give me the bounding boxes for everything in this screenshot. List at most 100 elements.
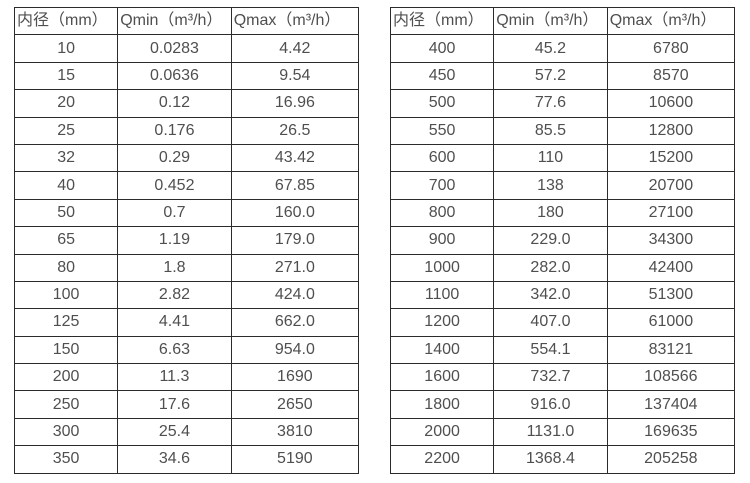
table-cell: 342.0 bbox=[493, 280, 608, 310]
table-cell: 6780 bbox=[606, 34, 736, 63]
table-cell: 34300 bbox=[606, 226, 736, 255]
table-cell: 108566 bbox=[606, 363, 736, 392]
table-cell: 916.0 bbox=[493, 390, 608, 419]
table-cell: 450 bbox=[389, 61, 495, 91]
table-cell: 100 bbox=[13, 280, 119, 310]
table-cell: 10 bbox=[13, 34, 119, 63]
table-cell: 180 bbox=[493, 198, 608, 228]
table-cell: 271.0 bbox=[230, 253, 360, 282]
table-row: 450 57.2 8570 bbox=[389, 61, 736, 91]
table-cell: 554.1 bbox=[493, 335, 608, 365]
table-cell: 205258 bbox=[606, 445, 736, 474]
table-cell: 25.4 bbox=[117, 417, 232, 447]
table-cell: 0.452 bbox=[117, 171, 232, 200]
table-cell: 0.12 bbox=[117, 89, 232, 118]
table-row: 32 0.29 43.42 bbox=[13, 143, 360, 173]
table-cell: 6.63 bbox=[117, 335, 232, 365]
table-cell: 179.0 bbox=[230, 226, 360, 255]
table-row: 400 45.2 6780 bbox=[389, 34, 736, 63]
table-cell: 1.19 bbox=[117, 226, 232, 255]
table-cell: 67.85 bbox=[230, 171, 360, 200]
table-cell: 11.3 bbox=[117, 363, 232, 392]
table-cell: 0.0636 bbox=[117, 61, 232, 91]
table-cell: 125 bbox=[13, 308, 119, 337]
table-row: 700 138 20700 bbox=[389, 171, 736, 200]
table-cell: 51300 bbox=[606, 280, 736, 310]
table-cell: 600 bbox=[389, 143, 495, 173]
table-cell: 15200 bbox=[606, 143, 736, 173]
table-cell: 57.2 bbox=[493, 61, 608, 91]
table-cell: 1690 bbox=[230, 363, 360, 392]
table-cell: 732.7 bbox=[493, 363, 608, 392]
table-cell: 2000 bbox=[389, 417, 495, 447]
table-cell: 17.6 bbox=[117, 390, 232, 419]
table-cell: 2650 bbox=[230, 390, 360, 419]
table-cell: 1.8 bbox=[117, 253, 232, 282]
table-row: 1200 407.0 61000 bbox=[389, 308, 736, 337]
table-cell: 26.5 bbox=[230, 116, 360, 145]
table-cell: 83121 bbox=[606, 335, 736, 365]
table-row: 900 229.0 34300 bbox=[389, 226, 736, 255]
table-cell: 407.0 bbox=[493, 308, 608, 337]
table-row: 550 85.5 12800 bbox=[389, 116, 736, 145]
tables-wrap: 内径（mm） Qmin（m³/h） Qmax（m³/h） 10 0.0283 4.4… bbox=[13, 6, 736, 474]
table-row: 200 11.3 1690 bbox=[13, 363, 360, 392]
table-cell: 550 bbox=[389, 116, 495, 145]
header-row: 内径（mm） Qmin（m³/h） Qmax（m³/h） bbox=[13, 6, 360, 36]
header-cell-qmin: Qmin（m³/h） bbox=[493, 6, 608, 36]
table-row: 80 1.8 271.0 bbox=[13, 253, 360, 282]
spec-table-right: 内径（mm） Qmin（m³/h） Qmax（m³/h） 400 45.2 6780… bbox=[389, 6, 736, 474]
table-cell: 34.6 bbox=[117, 445, 232, 474]
table-cell: 150 bbox=[13, 335, 119, 365]
table-row: 2200 1368.4 205258 bbox=[389, 445, 736, 474]
table-cell: 138 bbox=[493, 171, 608, 200]
table-cell: 2.82 bbox=[117, 280, 232, 310]
table-cell: 700 bbox=[389, 171, 495, 200]
table-cell: 43.42 bbox=[230, 143, 360, 173]
table-row: 40 0.452 67.85 bbox=[13, 171, 360, 200]
table-row: 600 110 15200 bbox=[389, 143, 736, 173]
table-cell: 61000 bbox=[606, 308, 736, 337]
table-cell: 1600 bbox=[389, 363, 495, 392]
table-cell: 0.0283 bbox=[117, 34, 232, 63]
table-cell: 1000 bbox=[389, 253, 495, 282]
table-row: 800 180 27100 bbox=[389, 198, 736, 228]
table-cell: 200 bbox=[13, 363, 119, 392]
table-cell: 50 bbox=[13, 198, 119, 228]
table-row: 2000 1131.0 169635 bbox=[389, 417, 736, 447]
table-row: 300 25.4 3810 bbox=[13, 417, 360, 447]
table-cell: 1800 bbox=[389, 390, 495, 419]
table-cell: 65 bbox=[13, 226, 119, 255]
spec-table-left: 内径（mm） Qmin（m³/h） Qmax（m³/h） 10 0.0283 4.4… bbox=[13, 6, 360, 474]
table-cell: 110 bbox=[493, 143, 608, 173]
table-cell: 0.7 bbox=[117, 198, 232, 228]
table-row: 1800 916.0 137404 bbox=[389, 390, 736, 419]
table-row: 1600 732.7 108566 bbox=[389, 363, 736, 392]
table-cell: 350 bbox=[13, 445, 119, 474]
table-cell: 20700 bbox=[606, 171, 736, 200]
table-cell: 800 bbox=[389, 198, 495, 228]
header-cell-diameter: 内径（mm） bbox=[389, 6, 495, 36]
table-cell: 500 bbox=[389, 89, 495, 118]
table-cell: 80 bbox=[13, 253, 119, 282]
table-cell: 40 bbox=[13, 171, 119, 200]
header-row: 内径（mm） Qmin（m³/h） Qmax（m³/h） bbox=[389, 6, 736, 36]
table-row: 1100 342.0 51300 bbox=[389, 280, 736, 310]
table-row: 250 17.6 2650 bbox=[13, 390, 360, 419]
table-row: 65 1.19 179.0 bbox=[13, 226, 360, 255]
table-cell: 662.0 bbox=[230, 308, 360, 337]
table-cell: 32 bbox=[13, 143, 119, 173]
table-cell: 229.0 bbox=[493, 226, 608, 255]
table-row: 100 2.82 424.0 bbox=[13, 280, 360, 310]
table-cell: 954.0 bbox=[230, 335, 360, 365]
table-cell: 0.29 bbox=[117, 143, 232, 173]
table-cell: 1131.0 bbox=[493, 417, 608, 447]
table-row: 150 6.63 954.0 bbox=[13, 335, 360, 365]
table-cell: 1368.4 bbox=[493, 445, 608, 474]
header-cell-qmin: Qmin（m³/h） bbox=[117, 6, 232, 36]
table-cell: 1200 bbox=[389, 308, 495, 337]
table-row: 350 34.6 5190 bbox=[13, 445, 360, 474]
table-cell: 4.42 bbox=[230, 34, 360, 63]
table-cell: 27100 bbox=[606, 198, 736, 228]
table-cell: 12800 bbox=[606, 116, 736, 145]
